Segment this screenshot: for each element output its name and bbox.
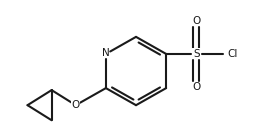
Text: N: N: [102, 48, 110, 58]
Text: Cl: Cl: [228, 49, 238, 59]
Text: O: O: [192, 82, 200, 92]
Text: O: O: [192, 16, 200, 26]
Text: S: S: [193, 49, 200, 59]
Text: O: O: [72, 100, 80, 110]
